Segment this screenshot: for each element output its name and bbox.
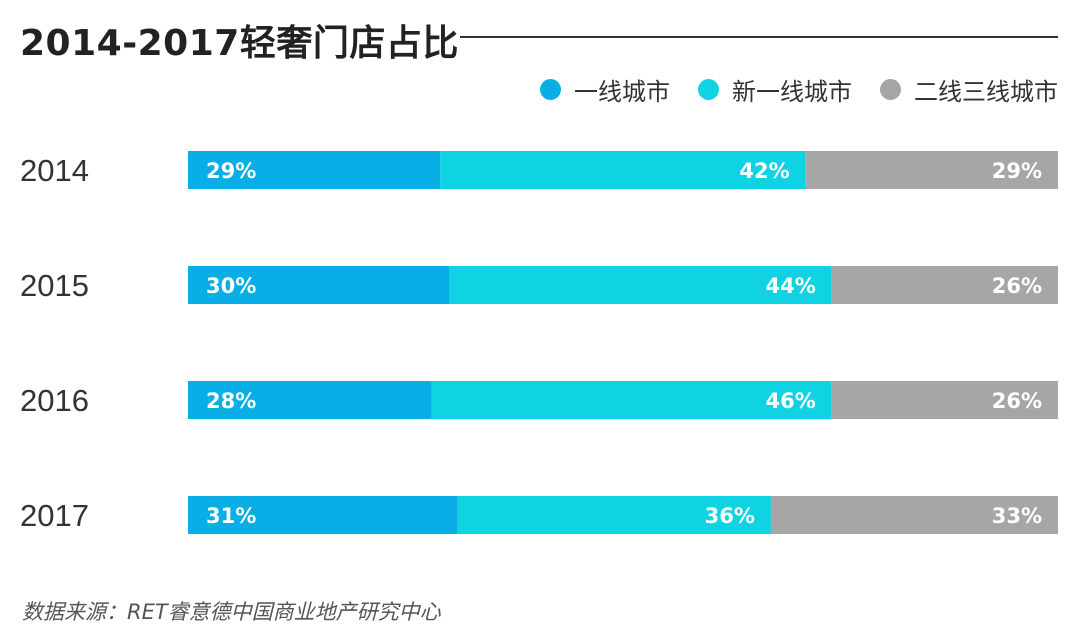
bar-segment	[449, 266, 832, 304]
legend-label-tier1: 一线城市	[574, 78, 670, 106]
title-divider	[460, 36, 1058, 38]
bar-segment	[831, 266, 1058, 304]
legend: 一线城市 新一线城市 二线三线城市	[512, 72, 1058, 107]
legend-item-tier1: 一线城市	[540, 72, 670, 107]
data-label: 29%	[206, 159, 256, 183]
data-label: 44%	[766, 274, 816, 298]
bar-segment	[188, 266, 449, 304]
legend-item-tier2-3: 二线三线城市	[880, 72, 1058, 107]
legend-label-new-tier1: 新一线城市	[732, 78, 852, 106]
data-label: 42%	[739, 159, 789, 183]
legend-item-new-tier1: 新一线城市	[698, 72, 852, 107]
y-tick-label: 2016	[20, 383, 89, 418]
data-label: 46%	[766, 389, 816, 413]
legend-swatch-tier2-3	[880, 79, 901, 100]
legend-swatch-tier1	[540, 79, 561, 100]
data-label: 36%	[705, 504, 755, 528]
source-note: 数据来源：RET睿意德中国商业地产研究中心	[22, 600, 441, 624]
y-tick-label: 2015	[20, 268, 89, 303]
bar-segment	[831, 381, 1058, 419]
bar-segment	[805, 151, 1058, 189]
y-tick-label: 2014	[20, 153, 89, 188]
data-label: 33%	[992, 504, 1042, 528]
data-label: 31%	[206, 504, 256, 528]
bar-segment	[440, 151, 806, 189]
y-tick-label: 2017	[20, 498, 89, 533]
bar-segment	[188, 151, 441, 189]
legend-swatch-new-tier1	[698, 79, 719, 100]
data-label: 30%	[206, 274, 256, 298]
data-label: 29%	[992, 159, 1042, 183]
legend-label-tier2-3: 二线三线城市	[914, 78, 1058, 106]
bar-segment	[188, 381, 432, 419]
data-label: 26%	[992, 389, 1042, 413]
bar-segment	[770, 496, 1058, 534]
chart-title: 2014-2017轻奢门店占比	[20, 23, 459, 64]
bar-segment	[431, 381, 832, 419]
bar-segment	[188, 496, 458, 534]
data-label: 26%	[992, 274, 1042, 298]
bar-segment	[457, 496, 771, 534]
data-label: 28%	[206, 389, 256, 413]
